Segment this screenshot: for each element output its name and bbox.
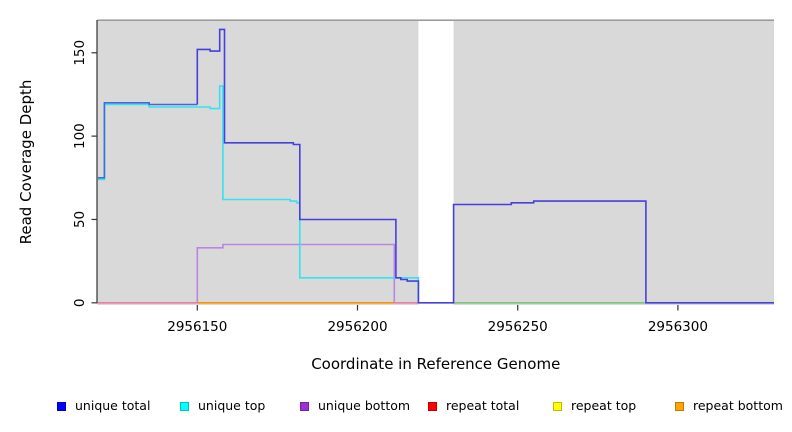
repeat-bottom-swatch-icon bbox=[675, 401, 684, 411]
legend-item-unique-top: unique top bbox=[180, 398, 265, 414]
chart-legend: unique total unique top unique bottom re… bbox=[0, 398, 792, 420]
x-tick-label: 2956250 bbox=[488, 319, 548, 335]
legend-label: repeat bottom bbox=[693, 398, 783, 413]
x-tick-label: 2956150 bbox=[167, 319, 227, 335]
x-tick-label: 2956200 bbox=[327, 319, 387, 335]
repeat-top-swatch-icon bbox=[553, 401, 562, 411]
legend-item-repeat-top: repeat top bbox=[553, 398, 636, 414]
y-tick-label: 0 bbox=[72, 299, 88, 308]
legend-label: unique top bbox=[198, 398, 266, 413]
repeat-total-swatch-icon bbox=[428, 401, 437, 411]
series-line-unique-total bbox=[196, 28, 774, 304]
legend-label: repeat total bbox=[446, 398, 520, 413]
unique-bottom-swatch-icon bbox=[300, 401, 309, 411]
x-axis-title: Coordinate in Reference Genome bbox=[311, 355, 560, 373]
legend-item-unique-bottom: unique bottom bbox=[300, 398, 410, 414]
legend-item-repeat-total: repeat total bbox=[428, 398, 519, 414]
y-axis-title: Read Coverage Depth bbox=[17, 80, 35, 245]
unique-total-swatch-icon bbox=[57, 401, 66, 411]
unique-top-swatch-icon bbox=[180, 401, 189, 411]
legend-label: unique bottom bbox=[318, 398, 411, 413]
series-line-unique-bottom bbox=[196, 243, 396, 303]
y-tick-label: 50 bbox=[72, 211, 88, 228]
legend-label: unique total bbox=[75, 398, 151, 413]
y-tick-label: 100 bbox=[72, 123, 88, 149]
x-tick-label: 2956300 bbox=[648, 319, 708, 335]
legend-item-repeat-bottom: repeat bottom bbox=[675, 398, 783, 414]
coverage-gap-band bbox=[418, 21, 454, 305]
series-line-unique-total bbox=[98, 102, 198, 179]
y-tick-label: 150 bbox=[72, 40, 88, 66]
legend-item-unique-total: unique total bbox=[57, 398, 150, 414]
legend-label: repeat top bbox=[571, 398, 637, 413]
